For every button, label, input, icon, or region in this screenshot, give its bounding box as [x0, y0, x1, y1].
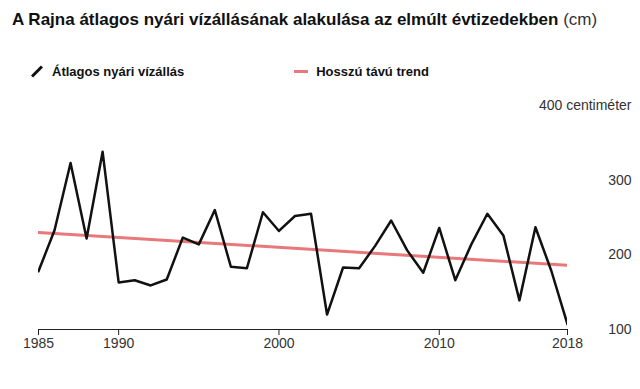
svg-text:300: 300 [608, 172, 632, 188]
svg-text:400 centiméter: 400 centiméter [539, 97, 632, 113]
html-text:A Rajna átlagos nyári vízállás: A Rajna átlagos nyári vízállásának alaku… [12, 10, 598, 29]
svg-text:2000: 2000 [263, 335, 294, 351]
html-text:Hosszú távú trend: Hosszú távú trend [316, 64, 429, 79]
svg-text:200: 200 [608, 246, 632, 262]
html-text:Átlagos nyári vízállás: Átlagos nyári vízállás [52, 64, 185, 79]
svg-text:100: 100 [608, 321, 632, 337]
svg-text:2018: 2018 [552, 335, 583, 351]
svg-text:1990: 1990 [103, 335, 134, 351]
svg-text:2010: 2010 [424, 335, 455, 351]
svg-text:1985: 1985 [23, 335, 54, 351]
